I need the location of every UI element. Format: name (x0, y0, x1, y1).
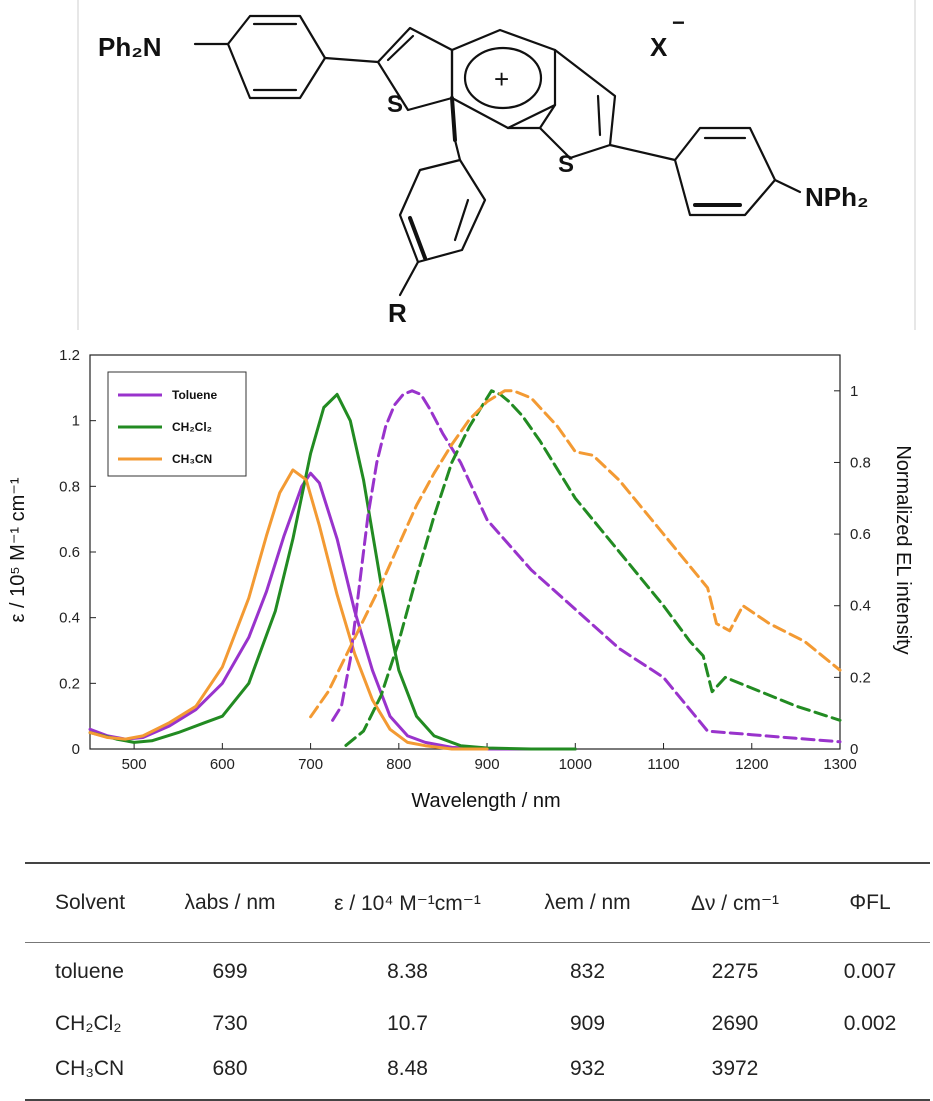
header-stokes-shift: Δν / cm⁻¹ (690, 891, 780, 915)
table-cell: CH₃CN (55, 1056, 125, 1080)
table-cell: 680 (212, 1056, 248, 1080)
series-layer (88, 389, 842, 751)
x-axis-ticks: 500 600 700 800 900 1000 1100 1200 1300 (122, 743, 857, 773)
header-solvent: Solvent (55, 891, 126, 914)
legend-label-ch2cl2: CH₂Cl₂ (172, 420, 212, 434)
x-tick-label: 600 (210, 756, 235, 773)
x-tick-label: 1100 (647, 756, 679, 773)
substituent-label: R (388, 298, 407, 328)
series-absorption-chcn (88, 468, 489, 751)
series-emission-toluene (331, 389, 842, 744)
header-lambda-em: λem / nm (544, 891, 631, 914)
header-epsilon: ε / 10⁴ M⁻¹cm⁻¹ (334, 891, 481, 915)
x-tick-label: 1200 (735, 756, 768, 773)
left-y-axis-title: ε / 10⁵ M⁻¹ cm⁻¹ (7, 477, 29, 622)
right-y-tick-label: 0.2 (850, 669, 871, 686)
x-tick-label: 900 (475, 756, 500, 773)
molecule-bonds (193, 14, 802, 297)
left-y-tick-label: 0 (72, 741, 80, 758)
legend-label-ch3cn: CH₃CN (172, 452, 212, 466)
table-header-row: Solvent λabs / nm ε / 10⁴ M⁻¹cm⁻¹ λem / … (25, 864, 930, 942)
right-y-tick-label: 0.4 (850, 598, 871, 615)
photophysical-table: Solvent λabs / nm ε / 10⁴ M⁻¹cm⁻¹ λem / … (25, 862, 930, 1101)
molecule-labels: Ph₂N NPh₂ X − + S S R (98, 10, 869, 328)
x-tick-label: 800 (386, 756, 411, 773)
table-cell: 0.002 (843, 1011, 897, 1035)
counter-anion-label: X (650, 32, 668, 62)
left-y-tick-label: 0.8 (59, 478, 80, 495)
right-y-axis-title: Normalized EL intensity (892, 445, 914, 654)
table-row: toluene 699 8.38 832 2275 0.007 (25, 943, 930, 1001)
series-emission-chcl (344, 389, 842, 747)
x-tick-label: 500 (122, 756, 147, 773)
table-cell: 10.7 (387, 1011, 428, 1035)
table-row: CH₃CN 680 8.48 932 3972 (25, 1046, 930, 1091)
left-y-tick-label: 0.2 (59, 675, 80, 692)
left-y-tick-label: 1.2 (59, 347, 80, 364)
table-cell: 2690 (711, 1011, 759, 1035)
table-cell: 3972 (711, 1056, 759, 1080)
right-y-tick-label: 0 (850, 741, 858, 758)
header-quantum-yield: ΦFL (849, 891, 891, 914)
table-row: CH₂Cl₂ 730 10.7 909 2690 0.002 (25, 1001, 930, 1046)
chemical-structure: Ph₂N NPh₂ X − + S S R (77, 0, 916, 330)
sulfur-label-1: S (387, 91, 403, 118)
legend: Toluene CH₂Cl₂ CH₃CN (107, 371, 247, 477)
sulfur-label-2: S (558, 151, 574, 178)
table-top-rule (25, 862, 930, 864)
right-y-tick-label: 0.6 (850, 526, 871, 543)
spectra-chart: 500 600 700 800 900 1000 1100 1200 1300 00.20.40… (7, 347, 914, 812)
table-cell: CH₂Cl₂ (55, 1011, 122, 1035)
table-cell: 0.007 (843, 960, 897, 983)
right-y-tick-label: 0.8 (850, 454, 871, 471)
left-amine-label: Ph₂N (98, 32, 162, 62)
series-emission-chcn (309, 389, 842, 719)
table-cell: 8.48 (387, 1056, 428, 1080)
series-absorption-chcl (88, 392, 577, 751)
table-cell: 909 (569, 1011, 606, 1035)
x-tick-label: 1300 (823, 756, 856, 773)
cation-charge-label: + (494, 64, 509, 94)
table-header-rule (25, 942, 930, 943)
table-cell: 8.38 (387, 960, 428, 983)
table-cell: 832 (569, 960, 606, 983)
table-cell: toluene (55, 960, 124, 983)
right-amine-label: NPh₂ (805, 182, 869, 212)
data-table-body: toluene 699 8.38 832 2275 0.007 CH₂Cl₂ 730 10.7 9… (25, 943, 930, 1091)
x-tick-label: 1000 (559, 756, 592, 773)
left-y-tick-label: 0.6 (59, 544, 80, 561)
counter-anion-charge: − (672, 10, 685, 35)
left-y-tick-label: 0.4 (59, 610, 80, 627)
left-y-axis-ticks: 0 0.2 0.4 0.6 0.8 1 1.2 (59, 347, 96, 758)
table-cell: 730 (212, 1011, 248, 1035)
x-tick-label: 700 (298, 756, 323, 773)
left-y-tick-label: 1 (72, 413, 80, 430)
header-lambda-abs: λabs / nm (184, 891, 276, 914)
table-cell: 699 (212, 960, 248, 983)
table-cell: 932 (569, 1056, 606, 1080)
series-absorption-toluene (88, 471, 577, 751)
x-axis-title: Wavelength / nm (411, 790, 560, 812)
table-cell (810, 1046, 930, 1091)
right-y-tick-label: 1 (850, 383, 858, 400)
data-table: Solvent λabs / nm ε / 10⁴ M⁻¹cm⁻¹ λem / … (25, 864, 930, 942)
right-y-axis-ticks: 0 0.2 0.4 0.6 0.8 1 (834, 383, 871, 758)
legend-label-toluene: Toluene (172, 388, 217, 402)
table-cell: 2275 (711, 960, 759, 983)
